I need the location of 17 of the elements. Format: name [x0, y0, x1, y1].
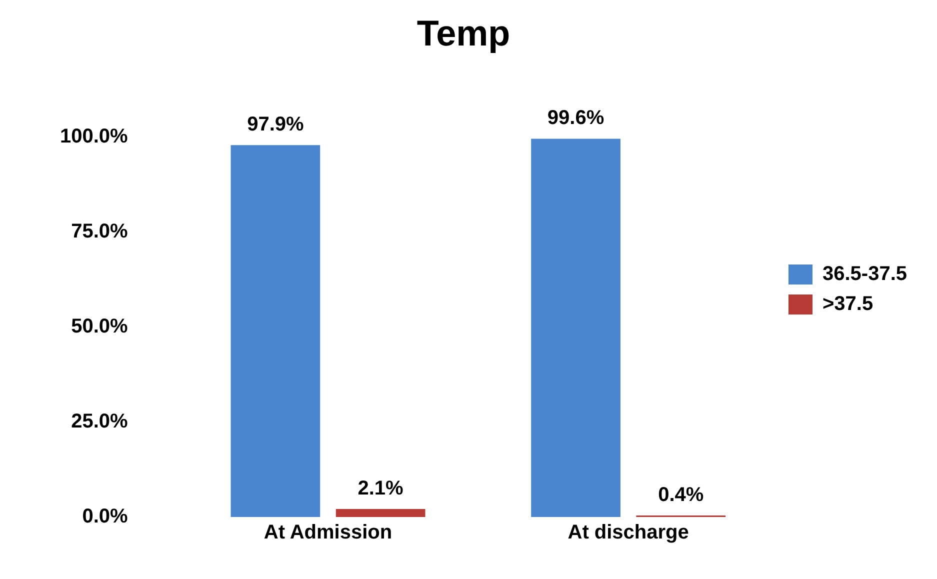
y-tick-label: 100.0%	[60, 126, 128, 148]
chart-title: Temp	[416, 12, 510, 54]
bar	[531, 138, 620, 517]
y-tick-label: 75.0%	[71, 220, 128, 243]
data-label: 0.4%	[658, 484, 704, 506]
legend-label: 36.5-37.5	[822, 263, 908, 286]
legend-label: >37.5	[822, 293, 874, 316]
data-label: 97.9%	[247, 114, 304, 136]
data-label: 99.6%	[547, 107, 604, 130]
data-label: 2.1%	[358, 478, 404, 500]
x-tick-label: At discharge	[568, 522, 689, 544]
y-tick-label: 50.0%	[71, 316, 128, 338]
bar	[230, 145, 320, 517]
y-tick-label: 25.0%	[71, 410, 128, 433]
bar	[336, 509, 426, 517]
x-tick-label: At Admission	[264, 522, 392, 544]
y-tick-label: 0.0%	[82, 506, 128, 528]
